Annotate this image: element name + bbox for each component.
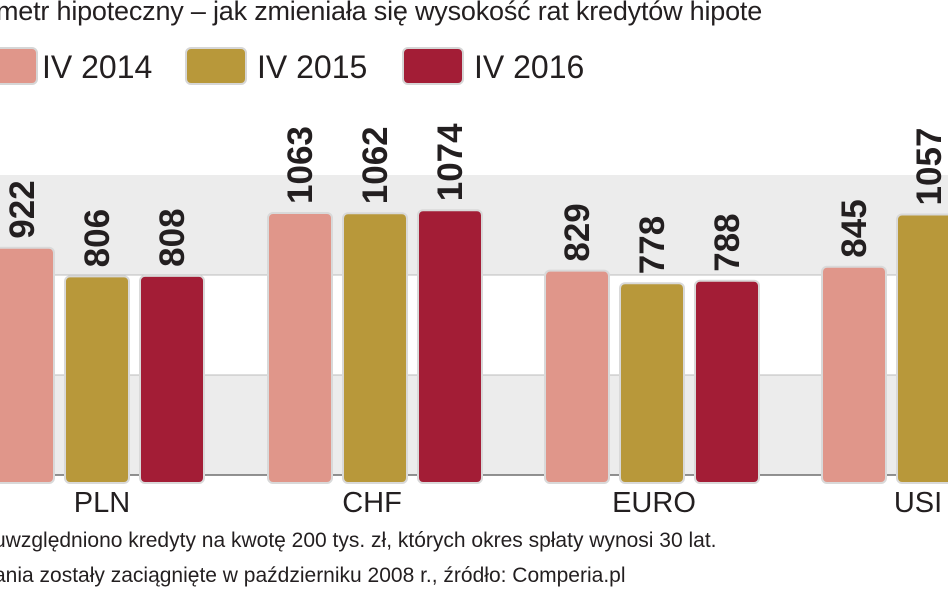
legend-swatch-2015 xyxy=(185,47,247,85)
value-label-usi-0: 845 xyxy=(835,199,874,257)
bar-pln-1 xyxy=(64,275,130,485)
legend-label-2015: IV 2015 xyxy=(257,49,368,85)
value-label-chf-2: 1074 xyxy=(431,123,470,201)
bar-euro-2 xyxy=(694,279,760,484)
value-label-euro-1: 778 xyxy=(633,216,672,274)
value-label-euro-0: 829 xyxy=(558,203,597,261)
value-label-pln-2: 808 xyxy=(153,208,192,266)
value-label-pln-1: 806 xyxy=(78,209,117,267)
bar-chf-1 xyxy=(342,212,408,484)
value-label-chf-1: 1062 xyxy=(356,126,395,204)
category-labels: PLN CHF EURO USI xyxy=(74,487,942,519)
legend-label-2016: IV 2016 xyxy=(474,49,585,85)
category-label-chf: CHF xyxy=(342,487,402,519)
value-label-euro-2: 788 xyxy=(708,213,747,271)
bar-pln-0 xyxy=(0,246,55,484)
bar-chf-0 xyxy=(267,211,333,485)
bar-euro-0 xyxy=(544,269,610,484)
bar-euro-1 xyxy=(619,282,685,484)
legend-swatch-2014 xyxy=(0,47,38,85)
value-label-usi-1: 1057 xyxy=(910,128,948,206)
bar-usi-0 xyxy=(821,265,887,484)
category-label-euro: EURO xyxy=(612,487,696,519)
category-label-pln: PLN xyxy=(74,487,130,519)
value-labels: 922 806 808 1063 1062 1074 829 778 788 845 1057 xyxy=(3,123,948,274)
bars xyxy=(0,209,948,485)
value-label-chf-0: 1063 xyxy=(281,126,320,204)
legend-swatch-2016 xyxy=(402,47,464,85)
legend-label-2014: IV 2014 xyxy=(42,49,153,85)
chart-title: metr hipoteczny – jak zmieniała się wyso… xyxy=(0,0,763,26)
category-label-usi: USI xyxy=(894,487,942,519)
footnote-1: uwzględniono kredyty na kwotę 200 tys. z… xyxy=(0,529,717,552)
footnote-2: ania zostały zaciągnięte w październiku … xyxy=(0,564,626,587)
bar-usi-1 xyxy=(896,213,948,484)
value-label-pln-0: 922 xyxy=(3,180,42,238)
bar-pln-2 xyxy=(139,274,205,484)
bar-chf-2 xyxy=(417,209,483,484)
